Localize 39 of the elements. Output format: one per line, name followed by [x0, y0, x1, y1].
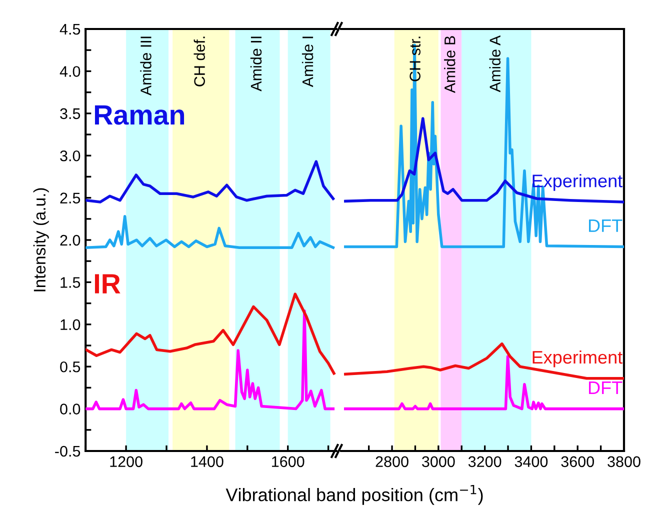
x-tick-label: 2800: [376, 456, 408, 468]
x-tick-label: 3800: [608, 456, 640, 468]
y-tick-label: 4.5: [60, 24, 80, 35]
line-series: [86, 310, 335, 410]
y-tick-label: 0.5: [60, 361, 80, 372]
x-tick-label: 1200: [110, 456, 142, 468]
band-label: Amide III: [140, 36, 152, 96]
series-label: Experiment: [532, 350, 622, 368]
y-tick-label: 2.5: [60, 192, 80, 204]
band-label: Amide A: [489, 35, 501, 92]
annotation: IR: [94, 274, 120, 294]
y-tick-label: 2.0: [60, 234, 80, 246]
x-tick-label: 3000: [422, 456, 455, 468]
y-tick-label: 1.0: [60, 319, 80, 330]
band-label: CH def.: [194, 36, 205, 86]
line-series: [86, 214, 335, 249]
series-label: DFT: [588, 219, 622, 232]
x-tick-label: 1400: [191, 456, 224, 468]
line-series: [86, 292, 336, 375]
line-series: [86, 160, 335, 204]
series-label: Experiment: [532, 174, 622, 191]
x-tick-label: 3200: [468, 456, 502, 468]
x-tick-label: 3600: [561, 456, 594, 468]
band-label: CH str.: [410, 36, 420, 82]
band-label: Amide I: [302, 36, 314, 88]
y-tick-label: 0.0: [60, 404, 80, 414]
x-tick-label: 3400: [514, 456, 548, 468]
band-label: Amide II: [250, 36, 262, 92]
series-label: DFT: [588, 382, 622, 394]
y-tick-label: 3.5: [60, 108, 80, 120]
y-axis-title: Intensity (a.u.): [33, 188, 49, 292]
annotation: Raman: [94, 105, 184, 125]
x-tick-label: 1600: [272, 456, 304, 468]
y-tick-label: 4.0: [60, 66, 80, 77]
x-axis-title: Vibrational band position (cm$^{−1}$): [226, 484, 483, 505]
y-tick-label: 3.0: [60, 150, 80, 162]
y-tick-label: 1.5: [60, 277, 80, 288]
y-tick-label: -0.5: [55, 446, 80, 457]
band-label: Amide B: [444, 36, 456, 94]
